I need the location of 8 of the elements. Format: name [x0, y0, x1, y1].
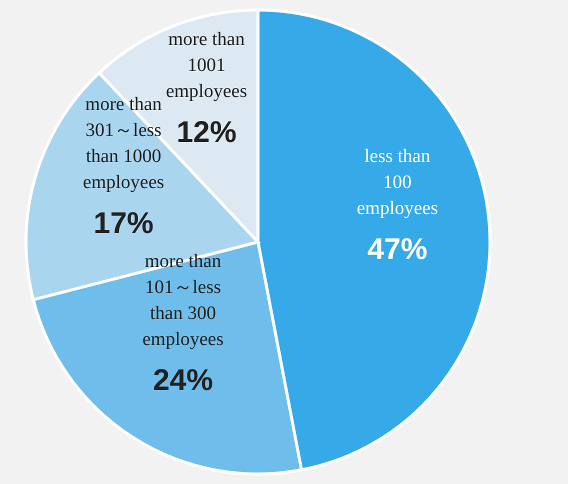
- slice-label: more than 1001 employees: [166, 28, 248, 102]
- data-label: 12%: [176, 116, 236, 149]
- data-label: 24%: [152, 364, 214, 398]
- data-label: 17%: [94, 206, 154, 240]
- slice-label: more than 101～less than 300 employees: [142, 251, 224, 350]
- slice-label: less than 100 employees: [356, 146, 438, 219]
- data-label: 47%: [367, 232, 428, 266]
- slice-label: more than 301～less than 1000 employees: [82, 94, 164, 193]
